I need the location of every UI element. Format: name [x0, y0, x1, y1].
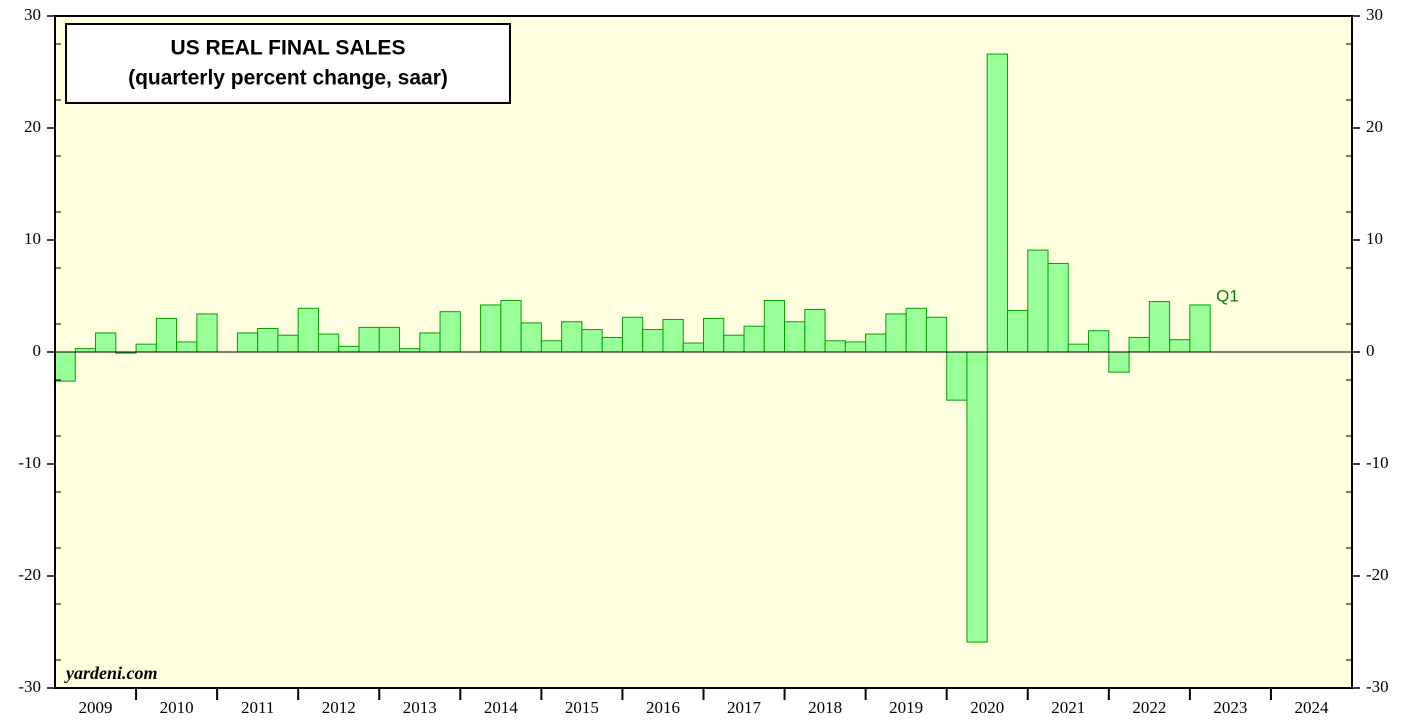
- x-tick-label: 2015: [565, 698, 599, 717]
- bar: [135, 343, 157, 353]
- x-tick-label: 2022: [1132, 698, 1166, 717]
- x-tick-label: 2013: [403, 698, 437, 717]
- bar: [480, 304, 502, 353]
- bar: [621, 316, 644, 353]
- y-tick-label: -20: [18, 565, 41, 584]
- x-tick-label: 2010: [160, 698, 194, 717]
- x-tick-label: 2019: [889, 698, 923, 717]
- bar: [277, 334, 299, 353]
- source: yardeni.com: [64, 663, 158, 683]
- y-tick-label: 20: [24, 117, 41, 136]
- bar: [1006, 310, 1029, 353]
- bar: [95, 332, 117, 353]
- bar: [946, 351, 968, 401]
- bar: [1108, 351, 1130, 373]
- bar: [804, 308, 826, 353]
- bar: [703, 317, 725, 353]
- bar: [986, 53, 1008, 353]
- y-tick-label-right: -20: [1366, 565, 1389, 584]
- bar: [1169, 339, 1191, 353]
- bar: [358, 326, 380, 353]
- bar: [1148, 301, 1171, 353]
- bar: [1128, 336, 1150, 353]
- bar: [257, 327, 279, 353]
- x-tick-label: 2011: [241, 698, 274, 717]
- bar: [865, 333, 887, 353]
- bar: [784, 321, 806, 353]
- bar: [1189, 304, 1211, 353]
- bar: [236, 332, 259, 353]
- bar: [540, 340, 563, 353]
- bar: [581, 329, 603, 353]
- x-tick-label: 2014: [484, 698, 519, 717]
- bar: [662, 319, 684, 353]
- bar: [723, 334, 745, 353]
- bar: [196, 313, 218, 353]
- annotation: Q1: [1216, 286, 1239, 305]
- bar: [54, 351, 76, 382]
- bar: [925, 316, 948, 353]
- x-tick-label: 2016: [646, 698, 680, 717]
- bar: [885, 313, 907, 353]
- chart-subtitle: (quarterly percent change, saar): [128, 67, 448, 90]
- bar: [338, 345, 360, 353]
- y-tick-label-right: -30: [1366, 677, 1389, 696]
- chart-title: US REAL FINAL SALES: [171, 37, 406, 60]
- bar: [905, 307, 927, 353]
- bar: [439, 311, 461, 353]
- y-tick-label-right: -10: [1366, 453, 1389, 472]
- y-tick-label-right: 0: [1366, 341, 1375, 360]
- y-tick-label-right: 20: [1366, 117, 1383, 136]
- x-tick-label: 2012: [322, 698, 356, 717]
- y-tick-label: 10: [24, 229, 41, 248]
- bar: [601, 336, 623, 353]
- title-box: [65, 23, 511, 104]
- bar: [682, 342, 704, 353]
- bar: [74, 348, 97, 353]
- bar: [1088, 330, 1110, 353]
- bar: [844, 341, 867, 353]
- bar: [824, 340, 846, 353]
- y-tick-label: -10: [18, 453, 41, 472]
- bar: [297, 307, 319, 353]
- y-tick-label-right: 30: [1366, 5, 1383, 24]
- bar: [399, 348, 421, 353]
- y-tick-label: 30: [24, 5, 41, 24]
- bar: [500, 299, 522, 353]
- bar: [520, 322, 542, 353]
- bar: [155, 317, 178, 353]
- x-tick-label: 2009: [79, 698, 113, 717]
- bar: [1067, 343, 1090, 353]
- x-tick-label: 2023: [1213, 698, 1247, 717]
- x-tick-label: 2020: [970, 698, 1004, 717]
- bar: [176, 341, 198, 353]
- bar: [561, 321, 583, 353]
- bar: [1027, 249, 1049, 353]
- y-tick-label: 0: [33, 341, 42, 360]
- y-tick-label-right: 10: [1366, 229, 1383, 248]
- y-tick-label: -30: [18, 677, 41, 696]
- bar: [317, 333, 340, 353]
- x-tick-label: 2021: [1051, 698, 1085, 717]
- bar: [378, 326, 401, 353]
- bar: [1047, 263, 1069, 353]
- bar: [763, 299, 786, 353]
- bar: [642, 329, 664, 353]
- x-tick-label: 2017: [727, 698, 762, 717]
- bar: [419, 332, 441, 353]
- bar: [743, 325, 765, 353]
- bar: [966, 351, 988, 643]
- x-tick-label: 2024: [1294, 698, 1329, 717]
- x-tick-label: 2018: [808, 698, 842, 717]
